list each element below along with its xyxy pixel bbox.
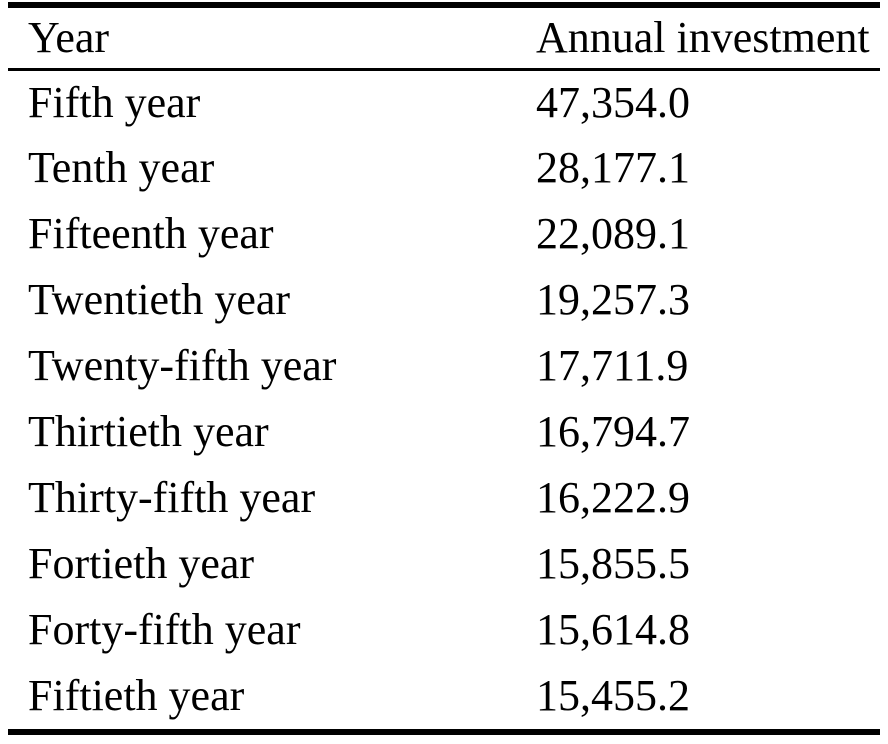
table-row: Forty-fifth year 15,614.8 [8,597,880,663]
value-cell: 47,354.0 [536,77,690,127]
year-cell: Forty-fifth year [28,605,301,654]
value-cell: 16,222.9 [536,473,690,522]
table-row: Fortieth year 15,855.5 [8,531,880,597]
value-cell: 28,177.1 [536,143,690,192]
annual-investment-table-wrap: Year Annual investment Fifth year 47,354… [8,2,880,735]
value-cell: 22,089.1 [536,209,690,258]
table-row: Thirty-fifth year 16,222.9 [8,465,880,531]
table-header: Year Annual investment [8,8,880,69]
table-row: Thirtieth year 16,794.7 [8,399,880,465]
year-cell: Twentieth year [28,275,291,324]
table-row: Fifteenth year 22,089.1 [8,201,880,267]
year-cell: Fifteenth year [28,209,274,258]
value-cell: 16,794.7 [536,407,690,456]
table-row: Fiftieth year 15,455.2 [8,663,880,729]
value-cell: 15,855.5 [536,539,690,588]
table-row: Twenty-fifth year 17,711.9 [8,333,880,399]
annual-investment-table: Year Annual investment Fifth year 47,354… [8,8,880,729]
year-cell: Fortieth year [28,539,255,588]
year-cell: Fifth year [28,77,201,127]
value-cell: 19,257.3 [536,275,690,324]
column-header-year: Year [28,12,110,62]
table-row: Twentieth year 19,257.3 [8,267,880,333]
year-cell: Fiftieth year [28,671,245,720]
value-cell: 17,711.9 [536,341,689,390]
header-row: Year Annual investment [8,8,880,69]
table-body: Fifth year 47,354.0 Tenth year 28,177.1 … [8,69,880,729]
column-header-annual-investment: Annual investment [536,12,870,62]
year-cell: Tenth year [28,143,215,192]
value-cell: 15,614.8 [536,605,690,654]
year-cell: Thirtieth year [28,407,269,456]
year-cell: Thirty-fifth year [28,473,316,522]
table-row: Tenth year 28,177.1 [8,135,880,201]
year-cell: Twenty-fifth year [28,341,337,390]
table-row: Fifth year 47,354.0 [8,69,880,135]
value-cell: 15,455.2 [536,671,690,720]
